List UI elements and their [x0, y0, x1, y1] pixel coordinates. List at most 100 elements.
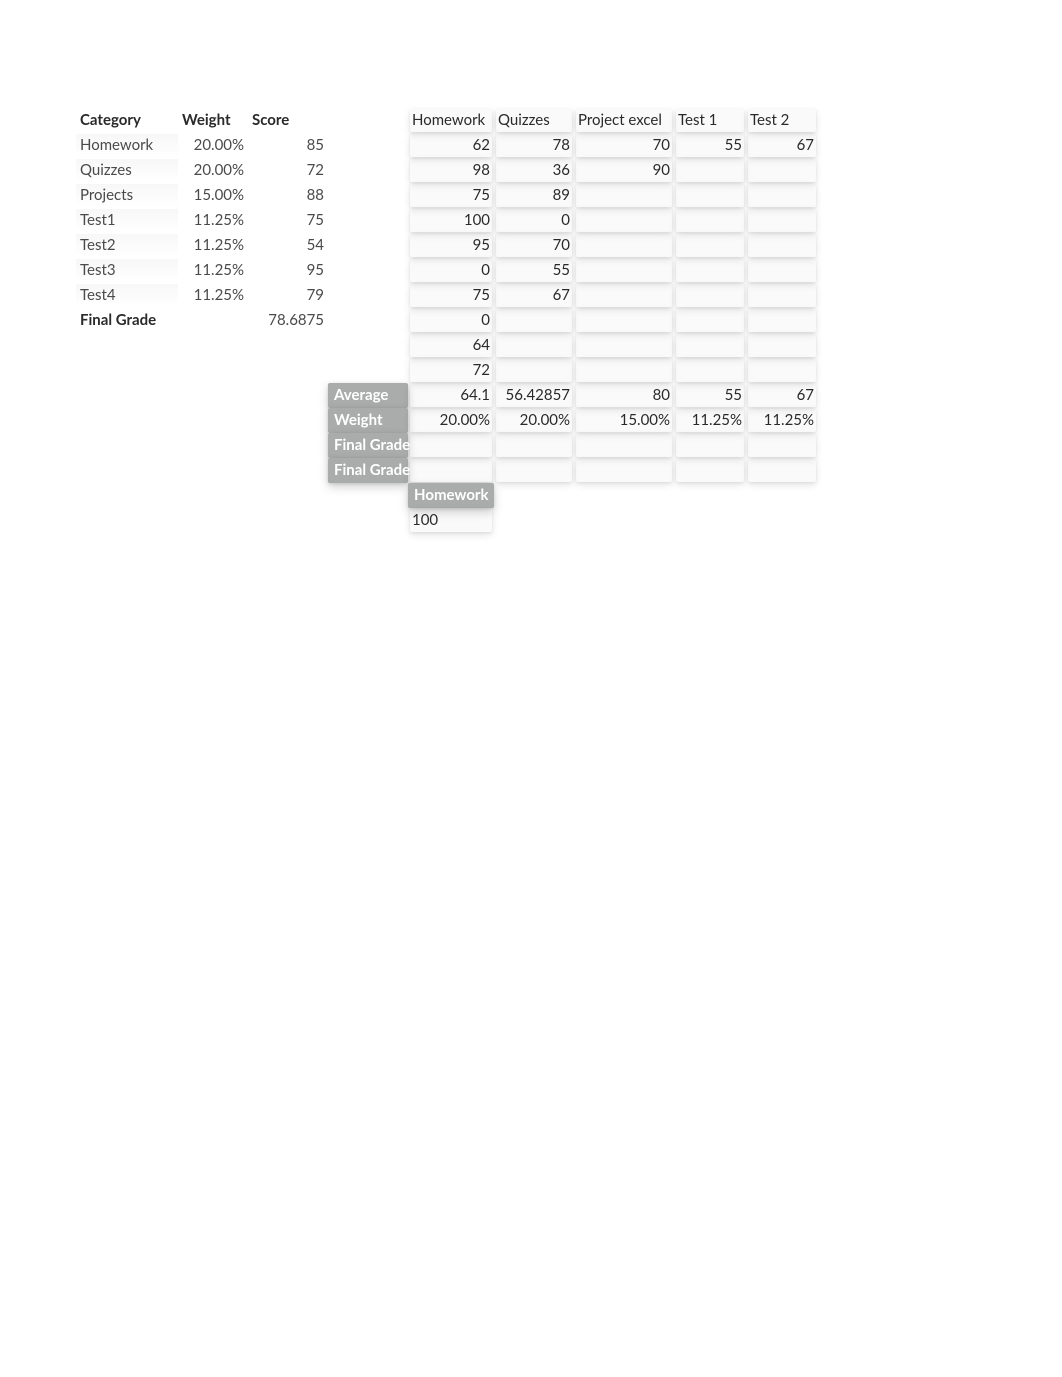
cell-category: Homework: [76, 133, 178, 158]
header-row: Category Weight Score Homework Quizzes P…: [76, 108, 986, 133]
cell-t2: [746, 158, 818, 183]
spacer: [328, 283, 408, 308]
spacer: [178, 308, 248, 333]
cell-t1: [674, 158, 746, 183]
spacer: [328, 483, 408, 508]
summary-row-finalgrade-1: Final Grade: [76, 433, 986, 458]
spacer: [76, 333, 178, 358]
cell-t1: [674, 308, 746, 333]
bottom-row-homework-value: 100: [76, 508, 986, 533]
cell-qz: 36: [494, 158, 574, 183]
cell-t2: [746, 333, 818, 358]
cell-prj: [574, 233, 674, 258]
fg-hw: [408, 433, 494, 458]
spacer: [76, 433, 178, 458]
avg-qz: 56.42857: [494, 383, 574, 408]
weight-label: Weight: [328, 408, 408, 433]
table-row: Quizzes 20.00% 72 98 36 90: [76, 158, 986, 183]
table-row: Projects 15.00% 88 75 89: [76, 183, 986, 208]
cell-hw: 100: [408, 208, 494, 233]
average-label: Average: [328, 383, 408, 408]
table-row: Test3 11.25% 95 0 55: [76, 258, 986, 283]
cell-score: 79: [248, 283, 328, 308]
table-row: Final Grade 78.6875 0: [76, 308, 986, 333]
cell-category: Test2: [76, 233, 178, 258]
spacer: [248, 408, 328, 433]
cell-weight: 11.25%: [178, 283, 248, 308]
fg2-prj: [574, 458, 674, 483]
cell-qz: 0: [494, 208, 574, 233]
cell-weight: 15.00%: [178, 183, 248, 208]
wt-prj: 15.00%: [574, 408, 674, 433]
table-row: Test4 11.25% 79 75 67: [76, 283, 986, 308]
cell-weight: 20.00%: [178, 158, 248, 183]
cell-prj: [574, 283, 674, 308]
cell-qz: 70: [494, 233, 574, 258]
fg2-t1: [674, 458, 746, 483]
cell-t1: [674, 333, 746, 358]
cell-hw: 62: [408, 133, 494, 158]
cell-t1: 55: [674, 133, 746, 158]
cell-hw: 0: [408, 308, 494, 333]
spacer: [328, 183, 408, 208]
spacer: [178, 408, 248, 433]
cell-score: 85: [248, 133, 328, 158]
fg-t2: [746, 433, 818, 458]
wt-t1: 11.25%: [674, 408, 746, 433]
cell-hw: 95: [408, 233, 494, 258]
cell-prj: [574, 208, 674, 233]
cell-t2: [746, 283, 818, 308]
cell-category: Test3: [76, 258, 178, 283]
cell-t2: [746, 258, 818, 283]
col-header-test2: Test 2: [746, 108, 818, 133]
col-header-score: Score: [248, 108, 328, 133]
spacer: [328, 158, 408, 183]
cell-category: Test1: [76, 208, 178, 233]
cell-weight: 20.00%: [178, 133, 248, 158]
cell-t1: [674, 183, 746, 208]
cell-score: 72: [248, 158, 328, 183]
cell-category: Projects: [76, 183, 178, 208]
cell-qz: [494, 333, 574, 358]
summary-row-finalgrade-2: Final Grade: [76, 458, 986, 483]
spacer: [328, 233, 408, 258]
cell-category: Quizzes: [76, 158, 178, 183]
cell-qz: [494, 308, 574, 333]
final-grade-label: Final Grade: [76, 308, 178, 333]
col-header-weight: Weight: [178, 108, 248, 133]
col-header-category: Category: [76, 108, 178, 133]
table-row: Test2 11.25% 54 95 70: [76, 233, 986, 258]
cell-t1: [674, 258, 746, 283]
bottom-homework-value: 100: [408, 508, 494, 533]
cell-score: 95: [248, 258, 328, 283]
wt-t2: 11.25%: [746, 408, 818, 433]
cell-category: Test4: [76, 283, 178, 308]
spacer: [178, 383, 248, 408]
cell-t1: [674, 233, 746, 258]
table-row: Test1 11.25% 75 100 0: [76, 208, 986, 233]
col-header-homework: Homework: [408, 108, 494, 133]
spacer: [328, 133, 408, 158]
spacer: [248, 458, 328, 483]
summary-row-average: Average 64.1 56.42857 80 55 67: [76, 383, 986, 408]
cell-hw: 75: [408, 183, 494, 208]
cell-qz: 67: [494, 283, 574, 308]
spacer: [178, 508, 248, 533]
spacer: [248, 333, 328, 358]
cell-weight: 11.25%: [178, 233, 248, 258]
col-header-test1: Test 1: [674, 108, 746, 133]
cell-t1: [674, 208, 746, 233]
spacer: [178, 433, 248, 458]
cell-hw: 75: [408, 283, 494, 308]
spacer: [248, 508, 328, 533]
spreadsheet-region: Category Weight Score Homework Quizzes P…: [76, 108, 986, 533]
cell-t1: [674, 283, 746, 308]
table-row: 72: [76, 358, 986, 383]
spacer: [328, 358, 408, 383]
col-header-quizzes: Quizzes: [494, 108, 574, 133]
wt-qz: 20.00%: [494, 408, 574, 433]
final-grade-score: 78.6875: [248, 308, 328, 333]
spacer: [328, 108, 408, 133]
spacer: [248, 383, 328, 408]
cell-prj: [574, 258, 674, 283]
